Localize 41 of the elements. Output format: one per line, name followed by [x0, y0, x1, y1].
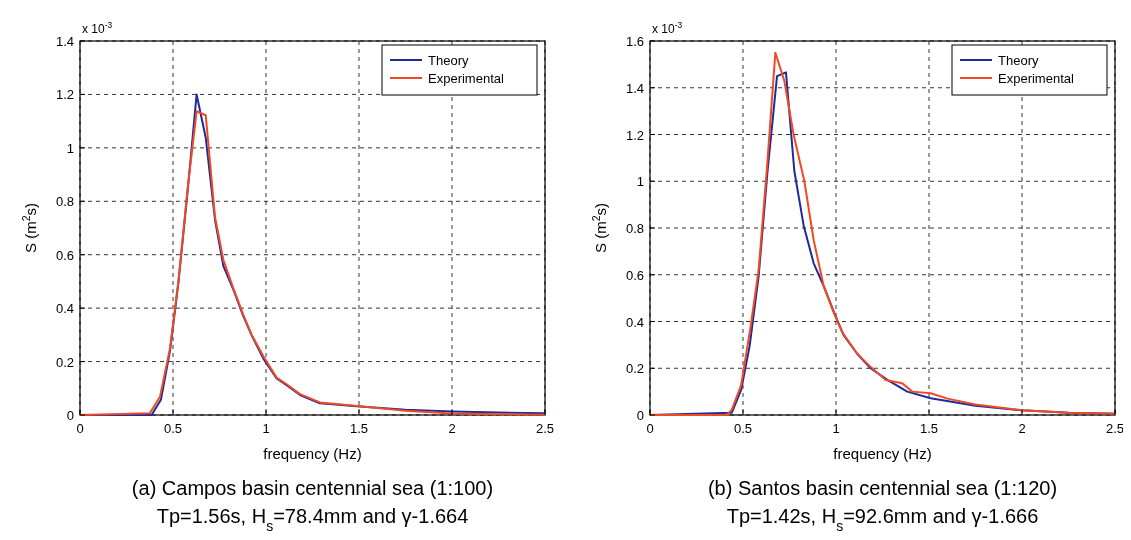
- y-tick-label: 0: [636, 408, 644, 423]
- x-tick-label: 1: [832, 421, 840, 436]
- text: (a) Campos basin centennial sea (1:100): [131, 477, 494, 499]
- y-tick-label: 1: [636, 174, 644, 190]
- y-tick-label: 0.6: [625, 267, 644, 283]
- x-tick-label: 0.5: [163, 421, 183, 436]
- legend-label: Experimental: [428, 71, 504, 86]
- y-tick-label: 1.2: [625, 127, 644, 143]
- y-tick-label: 1.4: [625, 80, 644, 96]
- x-tick-label: 0: [646, 421, 654, 436]
- x-tick-label: 0: [76, 421, 84, 436]
- y-tick-label: 0.4: [55, 301, 74, 317]
- text: (b) Santos basin centennial sea (1:120): [707, 477, 1058, 499]
- y-tick-label: 1: [66, 140, 74, 156]
- text: x 10$^{-3}$: [82, 20, 113, 36]
- text: Tp=1.56s, H$_{s}$=78.4mm and γ-1.664: [156, 505, 469, 534]
- y-tick-label: 1.2: [55, 87, 74, 103]
- y-tick-label: 0.8: [55, 194, 74, 210]
- y-tick-label: 0.2: [625, 361, 644, 377]
- y-tick-label: 1.4: [55, 34, 74, 49]
- x-axis-title: frequency (Hz): [833, 445, 932, 462]
- legend-label: Theory: [998, 53, 1039, 68]
- text: Tp=1.42s, H$_{s}$=92.6mm and γ-1.666: [726, 505, 1039, 534]
- text: x 10$^{-3}$: [652, 20, 683, 36]
- x-tick-label: 1: [262, 421, 270, 436]
- legend-label: Experimental: [998, 71, 1074, 86]
- x-tick-label: 0.5: [733, 421, 753, 436]
- legend-label: Theory: [428, 53, 469, 68]
- y-tick-label: 0.2: [55, 354, 74, 370]
- x-tick-label: 2: [448, 421, 456, 436]
- x-tick-label: 2: [1018, 421, 1026, 436]
- y-tick-label: 1.6: [625, 34, 644, 49]
- x-tick-label: 1.5: [919, 421, 939, 436]
- x-tick-label: 2.5: [535, 421, 555, 436]
- x-tick-label: 2.5: [1105, 421, 1125, 436]
- y-tick-label: 0.8: [625, 221, 644, 236]
- y-tick-label: 0.6: [55, 247, 74, 263]
- y-tick-label: 0: [66, 408, 74, 423]
- y-tick-label: 0.4: [625, 314, 644, 330]
- x-axis-title: frequency (Hz): [263, 445, 362, 462]
- x-tick-label: 1.5: [349, 421, 369, 436]
